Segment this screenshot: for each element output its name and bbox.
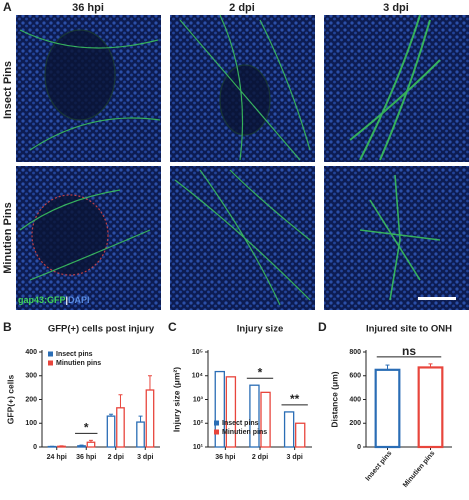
legend-swatch xyxy=(214,429,219,435)
x-tick-label: Insect pins xyxy=(365,450,394,483)
bar xyxy=(106,415,116,448)
x-tick-label: 2 dpi xyxy=(108,454,124,461)
y-tick-label: 800 xyxy=(349,349,361,356)
panel-letter: A xyxy=(3,0,12,14)
legend-label: Minutien pins xyxy=(56,360,101,367)
bar xyxy=(86,441,96,448)
y-tick-label: 200 xyxy=(25,396,37,403)
stain-separator: | xyxy=(66,295,69,305)
panel-letter: C xyxy=(168,320,177,334)
bar xyxy=(249,384,260,448)
bar xyxy=(214,370,225,448)
column-header: 36 hpi xyxy=(72,2,104,14)
row-header: Insect Pins xyxy=(2,61,14,119)
chart-title: Injury size xyxy=(237,324,283,335)
row-header: Minutien Pins xyxy=(2,202,14,274)
x-tick-label: Minutien pins xyxy=(402,450,436,489)
column-header: 2 dpi xyxy=(229,2,255,14)
x-tick-label: 24 hpi xyxy=(47,454,67,461)
x-tick-label: 3 dpi xyxy=(137,454,153,461)
bar xyxy=(374,368,401,449)
y-tick-label: 400 xyxy=(25,349,37,356)
scale-bar xyxy=(418,297,456,300)
y-axis-label: Distance (μm) xyxy=(329,371,339,427)
bar xyxy=(57,445,66,448)
micrographs xyxy=(16,14,469,310)
y-tick-label: 100 xyxy=(25,420,37,427)
chart-title: GFP(+) cells post injury xyxy=(48,324,155,335)
bar xyxy=(260,391,271,448)
x-tick-label: 36 hpi xyxy=(76,454,96,461)
x-tick-label: 36 hpi xyxy=(215,454,235,461)
y-tick-label: 300 xyxy=(25,373,37,380)
x-tick-label: 2 dpi xyxy=(252,454,268,461)
legend-label: Insect pins xyxy=(222,420,259,427)
legend-label: Minutien pins xyxy=(222,429,267,436)
y-axis-label: Injury size (μm²) xyxy=(171,367,181,432)
y-axis-label: GFP(+) cells xyxy=(5,375,15,425)
legend-swatch xyxy=(214,420,219,426)
bar xyxy=(145,389,155,448)
legend-swatch xyxy=(48,351,53,357)
chart-title: Injured site to ONH xyxy=(366,324,452,335)
y-tick-label: 10⁴ xyxy=(192,373,204,380)
y-tick-label: 200 xyxy=(349,420,361,427)
y-tick-label: 10⁵ xyxy=(192,349,203,356)
y-tick-label: 600 xyxy=(349,373,361,380)
bar xyxy=(136,421,145,448)
column-header: 3 dpi xyxy=(383,2,409,14)
legend-label: Insect pins xyxy=(56,351,93,358)
y-tick-label: 10¹ xyxy=(193,444,204,451)
stain-label: gap43:GFP|DAPI xyxy=(18,295,90,305)
stain-gfp: gap43:GFP xyxy=(18,295,66,305)
y-tick-label: 10² xyxy=(193,420,204,427)
bar xyxy=(417,366,444,449)
panel-letter: D xyxy=(318,320,327,334)
annotation: * xyxy=(258,365,263,379)
y-tick-label: 0 xyxy=(357,444,361,451)
y-tick-label: 400 xyxy=(349,396,361,403)
y-tick-label: 10³ xyxy=(193,396,204,403)
bar xyxy=(77,445,86,448)
bar xyxy=(295,422,306,448)
bar xyxy=(225,376,237,448)
annotation: ns xyxy=(402,344,416,358)
legend-swatch xyxy=(48,360,53,366)
x-tick-label: 3 dpi xyxy=(286,454,302,461)
annotation: * xyxy=(84,421,89,435)
y-tick-label: 0 xyxy=(33,444,37,451)
micrograph xyxy=(324,15,469,162)
panel-letter: B xyxy=(3,320,12,334)
stain-dapi: DAPI xyxy=(68,295,90,305)
bar xyxy=(283,411,295,448)
bar xyxy=(116,407,125,448)
micrograph xyxy=(170,166,315,310)
annotation: ** xyxy=(290,392,300,406)
